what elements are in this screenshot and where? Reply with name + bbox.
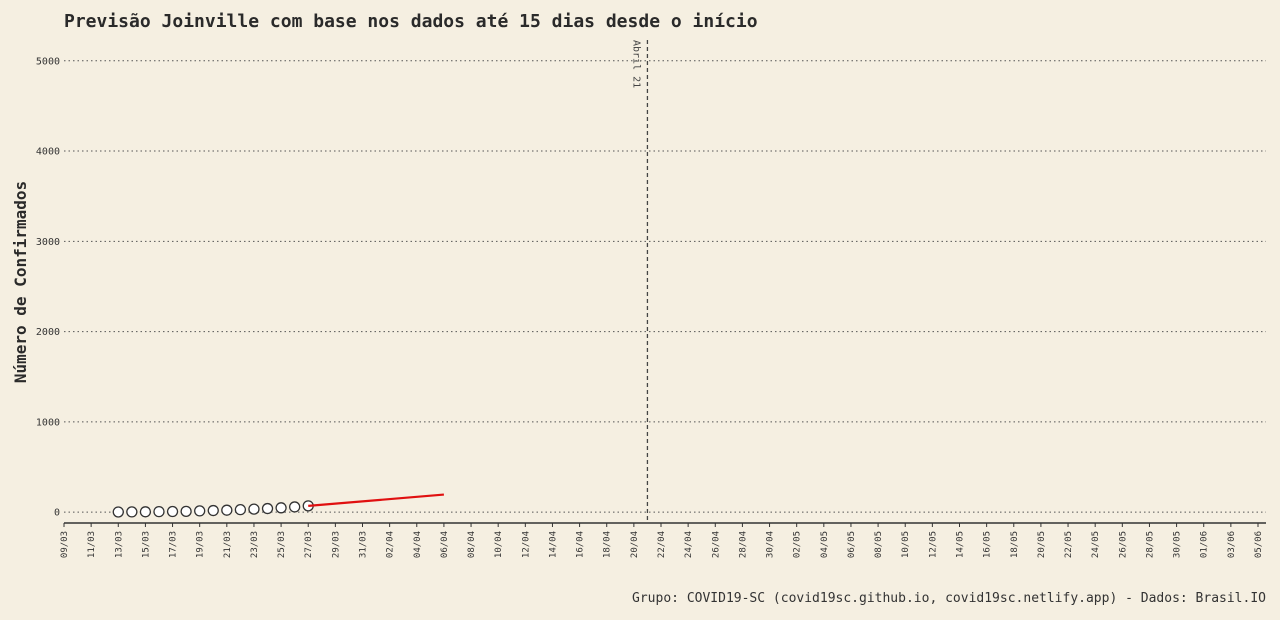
x-tick-label: 08/05 (874, 531, 884, 558)
x-tick-label: 12/04 (521, 531, 531, 558)
y-axis-label: Número de Confirmados (11, 181, 30, 383)
x-tick-label: 26/05 (1118, 531, 1128, 558)
observed-point (194, 505, 206, 517)
x-tick-label: 24/05 (1091, 531, 1101, 558)
chart-title: Previsão Joinville com base nos dados at… (64, 11, 758, 32)
x-tick-label: 30/05 (1173, 531, 1183, 558)
x-tick-label: 10/04 (494, 531, 504, 558)
x-tick-label: 06/05 (847, 531, 857, 558)
x-tick-label: 22/04 (657, 531, 667, 558)
x-tick-label: 27/03 (304, 531, 314, 558)
x-tick-label: 06/04 (440, 531, 450, 558)
series (112, 493, 445, 518)
x-tick-label: 29/03 (331, 531, 341, 558)
x-tick-label: 28/05 (1145, 531, 1155, 558)
x-tick-label: 08/04 (467, 531, 477, 558)
x-tick-label: 13/03 (114, 531, 124, 558)
chart-caption: Grupo: COVID19-SC (covid19sc.github.io, … (632, 591, 1266, 606)
x-tick-label: 11/03 (87, 531, 97, 558)
x-tick-label: 21/03 (223, 531, 233, 558)
x-tick-label: 19/03 (196, 531, 206, 558)
observed-point (261, 502, 274, 515)
observed-point (289, 501, 301, 513)
x-tick-label: 10/05 (901, 531, 911, 558)
x-tick-label: 15/03 (141, 531, 151, 558)
x-tick-label: 31/03 (359, 531, 369, 558)
y-tick-label: 3000 (36, 237, 60, 248)
observed-point (248, 503, 260, 515)
x-tick-label: 04/04 (413, 531, 423, 558)
x-tick-label: 01/06 (1200, 531, 1210, 558)
observed-point (139, 506, 152, 518)
observed-point (112, 506, 124, 518)
x-tick-label: 09/03 (60, 531, 70, 558)
x-tick-label: 23/03 (250, 531, 260, 558)
observed-point (207, 504, 219, 517)
forecast-line (308, 493, 445, 507)
x-tick-label: 24/04 (684, 531, 694, 558)
x-tick-label: 14/05 (956, 531, 966, 558)
observed-point (221, 504, 233, 516)
x-tick-label: 30/04 (766, 531, 776, 558)
annotation-label: Abril 21 (630, 40, 641, 88)
x-tick-label: 14/04 (548, 531, 558, 558)
y-tick-label: 5000 (36, 56, 60, 67)
x-tick-label: 02/05 (793, 531, 803, 558)
observed-point (166, 505, 179, 518)
y-tick-label: 0 (54, 508, 60, 519)
x-tick-label: 25/03 (277, 531, 287, 558)
x-tick-label: 03/06 (1227, 531, 1237, 558)
y-tick-label: 2000 (36, 327, 60, 338)
observed-point (275, 502, 287, 514)
y-axis-ticks: 0 1000 2000 3000 4000 5000 (36, 56, 60, 518)
x-tick-label: 04/05 (820, 531, 830, 558)
x-tick-label: 16/04 (576, 531, 586, 558)
x-tick-label: 17/03 (169, 531, 179, 558)
x-tick-label: 22/05 (1064, 531, 1074, 558)
x-tick-label: 28/04 (738, 531, 748, 558)
observed-point (126, 506, 138, 518)
x-tick-label: 18/05 (1010, 531, 1020, 558)
gridlines (64, 60, 1266, 513)
x-tick-label: 26/04 (711, 531, 721, 558)
x-tick-label: 20/04 (630, 531, 640, 558)
x-axis-ticks: 09/03 11/03 13/03 15/03 17/03 19/03 21/03 23/03… (60, 523, 1264, 558)
observed-point (153, 505, 165, 518)
x-tick-label: 02/04 (386, 531, 396, 558)
date-annotation: Abril 21 (630, 40, 649, 523)
observed-point (180, 505, 192, 518)
y-tick-label: 1000 (36, 417, 60, 428)
x-tick-label: 18/04 (603, 531, 613, 558)
observed-point (234, 503, 247, 516)
x-tick-label: 20/05 (1037, 531, 1047, 558)
y-tick-label: 4000 (36, 147, 60, 158)
x-tick-label: 05/06 (1254, 531, 1264, 558)
x-tick-label: 12/05 (928, 531, 938, 558)
x-tick-label: 16/05 (983, 531, 993, 558)
